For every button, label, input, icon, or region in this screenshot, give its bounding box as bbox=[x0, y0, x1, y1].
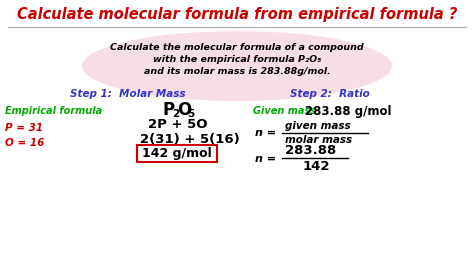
Text: and its molar mass is 283.88g/mol.: and its molar mass is 283.88g/mol. bbox=[144, 68, 330, 77]
Text: 2P + 5O: 2P + 5O bbox=[148, 118, 208, 131]
Text: Calculate molecular formula from empirical formula ?: Calculate molecular formula from empiric… bbox=[17, 7, 457, 23]
Text: Calculate the molecular formula of a compound: Calculate the molecular formula of a com… bbox=[110, 44, 364, 52]
Text: given mass: given mass bbox=[285, 121, 351, 131]
Text: P = 31: P = 31 bbox=[5, 123, 43, 133]
Text: with the empirical formula P₂O₅: with the empirical formula P₂O₅ bbox=[153, 56, 321, 64]
Text: O: O bbox=[177, 101, 191, 119]
FancyBboxPatch shape bbox=[137, 145, 217, 162]
Text: 283.88 g/mol: 283.88 g/mol bbox=[305, 105, 392, 118]
Text: 142 g/mol: 142 g/mol bbox=[142, 148, 212, 160]
Text: 2(31) + 5(16): 2(31) + 5(16) bbox=[140, 134, 240, 147]
Text: n =: n = bbox=[255, 128, 276, 138]
Ellipse shape bbox=[82, 31, 392, 101]
Text: 5: 5 bbox=[187, 109, 194, 119]
Text: molar mass: molar mass bbox=[285, 135, 352, 145]
Text: Empirical formula: Empirical formula bbox=[5, 106, 102, 116]
Text: n =: n = bbox=[255, 154, 276, 164]
Text: O = 16: O = 16 bbox=[5, 138, 45, 148]
Text: Step 1:  Molar Mass: Step 1: Molar Mass bbox=[70, 89, 186, 99]
Text: 2: 2 bbox=[172, 109, 179, 119]
Text: Given mass: Given mass bbox=[253, 106, 316, 116]
Text: 142: 142 bbox=[303, 160, 330, 173]
Text: Step 2:  Ratio: Step 2: Ratio bbox=[290, 89, 370, 99]
Text: 283.88: 283.88 bbox=[285, 143, 336, 156]
Text: P: P bbox=[163, 101, 175, 119]
